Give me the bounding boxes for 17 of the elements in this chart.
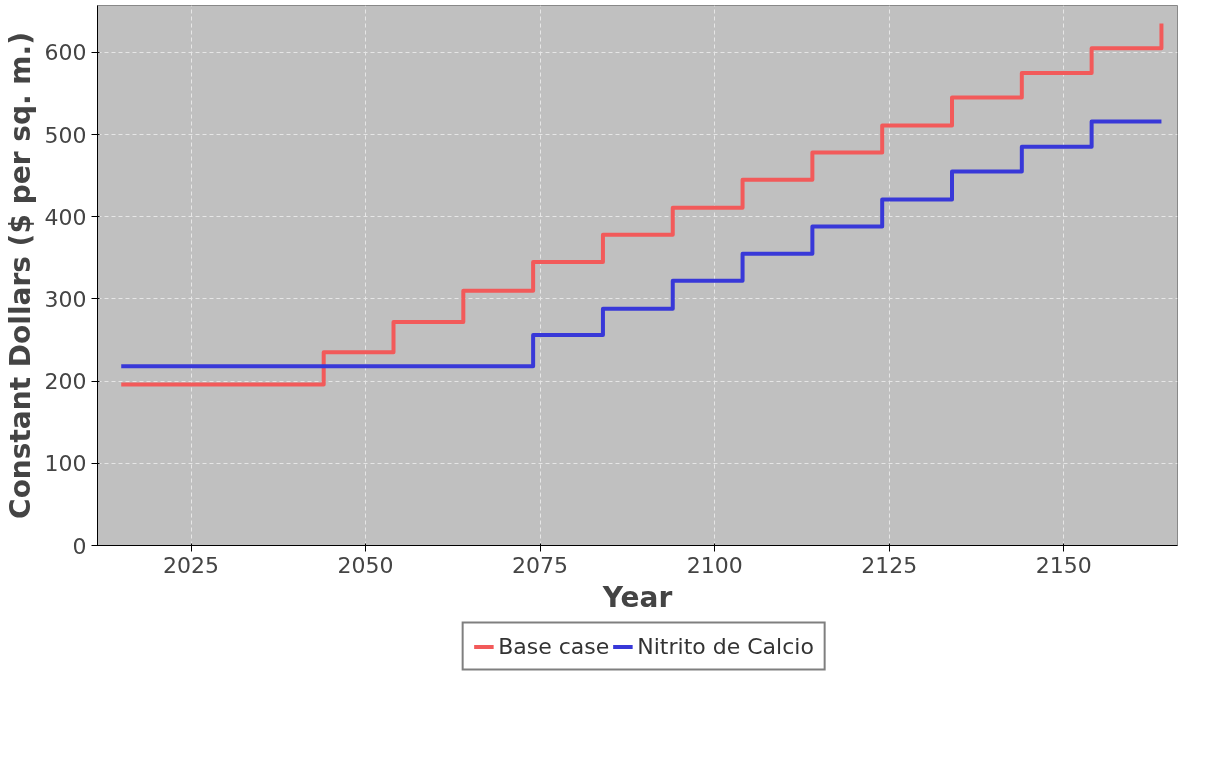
y-axis-title: Constant Dollars ($ per sq. m.) xyxy=(3,32,37,519)
x-tick-label: 2075 xyxy=(512,552,569,578)
y-tick-label: 600 xyxy=(44,40,87,66)
y-tick-label: 400 xyxy=(44,204,87,230)
x-tick-label: 2025 xyxy=(163,552,220,578)
x-tick-label: 2100 xyxy=(686,552,743,578)
y-tick-label: 500 xyxy=(44,122,87,148)
legend-label: Nitrito de Calcio xyxy=(637,633,814,659)
legend-label: Base case xyxy=(498,633,610,659)
x-tick-label: 2050 xyxy=(337,552,394,578)
x-tick-label: 2150 xyxy=(1035,552,1092,578)
y-tick-label: 0 xyxy=(72,533,87,559)
y-tick-label: 100 xyxy=(44,451,87,477)
y-tick-label: 300 xyxy=(44,286,87,312)
y-tick-label: 200 xyxy=(44,369,87,395)
x-tick-label: 2125 xyxy=(861,552,918,578)
x-axis-title: Year xyxy=(601,580,673,614)
